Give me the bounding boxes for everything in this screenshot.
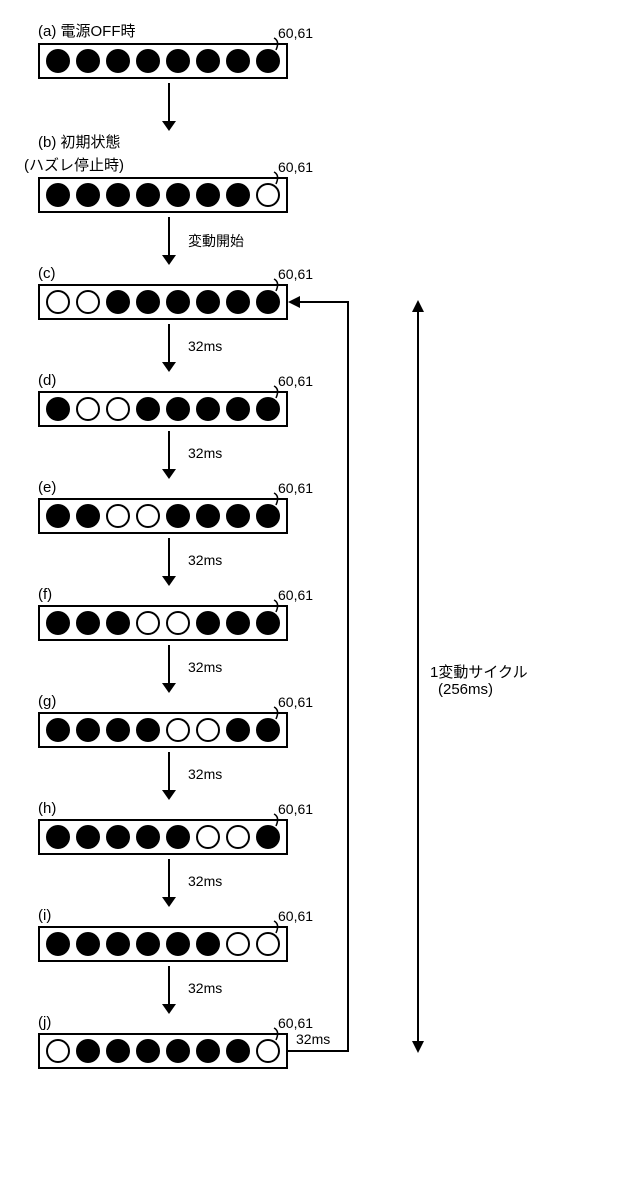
cycle-label-line2: (256ms) bbox=[438, 681, 493, 698]
cycle-label-line1: 1変動サイクル bbox=[430, 661, 528, 682]
cycle-bracket bbox=[10, 20, 438, 1089]
